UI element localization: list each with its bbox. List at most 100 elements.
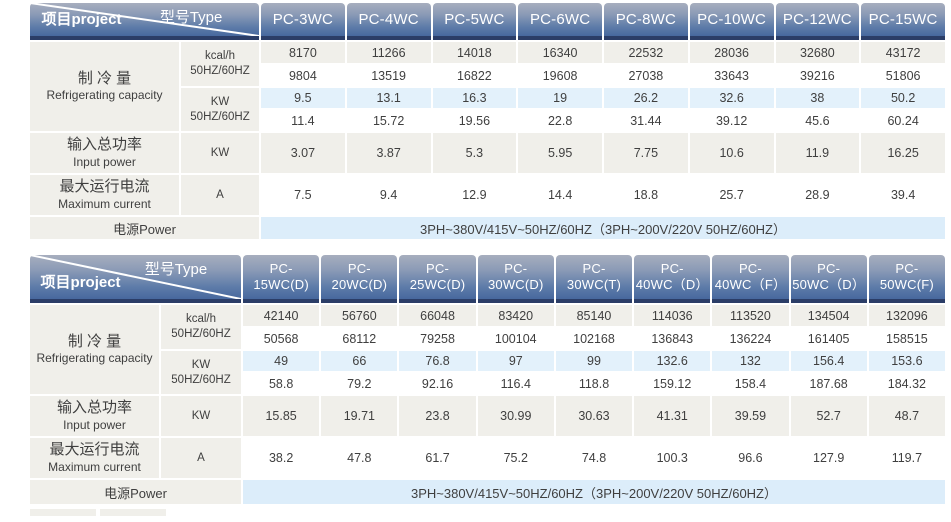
value-cell: 92.16	[399, 373, 476, 394]
value-cell: 118.8	[555, 373, 633, 394]
model-header-line1: PC-	[504, 261, 528, 277]
value-cell: 14.4	[518, 175, 602, 215]
kw-unit-cell: KW 50HZ/60HZ	[161, 351, 241, 394]
value-cell: 16340	[518, 42, 602, 63]
value-cell: 127.9	[790, 438, 867, 478]
model-header-line1: PC-	[895, 261, 919, 277]
value-cell: 19.71	[321, 396, 398, 436]
model-header-line1: PC-	[817, 261, 841, 277]
value-cell: 23.8	[399, 396, 476, 436]
value-cell: 41.31	[634, 396, 711, 436]
value-cell: 49	[243, 351, 320, 371]
power-label-cell: 电源Power	[30, 217, 259, 239]
input-power-label: 输入总功率 Input power	[30, 133, 179, 173]
value-cell: 3.87	[346, 133, 431, 173]
kw-unit-cell: KW 50HZ/60HZ	[181, 88, 259, 131]
kcal-unit-line1: kcal/h	[204, 50, 236, 63]
model-header-line1: PC-	[582, 261, 606, 277]
value-cell: 32680	[775, 42, 860, 63]
model-header: PC-5WC	[432, 3, 517, 40]
max-current-unit-cell: A	[181, 175, 259, 215]
corner-header-cell: 型号Type 项目project	[30, 3, 259, 40]
model-header: PC- 50WC（D）	[790, 255, 867, 303]
value-cell: 99	[555, 351, 633, 371]
input-power-label: 输入总功率 Input power	[30, 396, 159, 436]
value-cell: 16822	[432, 65, 517, 86]
kcal-unit-cell: kcal/h 50HZ/60HZ	[181, 42, 259, 86]
model-header-line2: 30WC(D)	[487, 277, 544, 292]
value-cell: 85140	[555, 305, 633, 326]
model-header-line2: 20WC(D)	[331, 277, 388, 292]
value-cell: 83420	[477, 305, 554, 326]
model-header: PC- 50WC(F)	[868, 255, 945, 303]
model-header: PC- 20WC(D)	[321, 255, 398, 303]
value-cell: 14018	[432, 42, 517, 63]
kcal-unit-cell: kcal/h 50HZ/60HZ	[161, 305, 241, 349]
value-cell: 161405	[790, 328, 867, 349]
value-cell: 7.5	[261, 175, 345, 215]
model-header-line1: PC-	[347, 261, 371, 277]
project-label: 项目project	[41, 11, 122, 28]
next-table-partial-cell	[100, 509, 166, 516]
value-cell: 38.2	[243, 438, 320, 478]
value-cell: 12.9	[432, 175, 517, 215]
kcal-unit-line1: kcal/h	[185, 313, 217, 326]
value-cell: 39.12	[689, 110, 774, 131]
value-cell: 7.75	[604, 133, 688, 173]
power-label-cell: 电源Power	[30, 480, 241, 504]
value-cell: 61.7	[399, 438, 476, 478]
value-cell: 22532	[604, 42, 688, 63]
refrigerating-capacity-label: 制 冷 量 Refrigerating capacity	[30, 42, 179, 131]
value-cell: 45.6	[775, 110, 860, 131]
value-cell: 5.3	[432, 133, 517, 173]
value-cell: 156.4	[790, 351, 867, 371]
model-header-line2: 50WC(F)	[879, 277, 934, 292]
value-cell: 19.56	[432, 110, 517, 131]
max-current-label: 最大运行电流 Maximum current	[30, 438, 159, 478]
kcal-unit-line2: 50HZ/60HZ	[190, 65, 250, 77]
value-cell: 28.9	[775, 175, 860, 215]
value-cell: 19608	[518, 65, 602, 86]
model-header: PC- 40WC（F）	[712, 255, 789, 303]
value-cell: 114036	[634, 305, 711, 326]
value-cell: 5.95	[518, 133, 602, 173]
value-cell: 16.25	[861, 133, 945, 173]
value-cell: 184.32	[868, 373, 945, 394]
value-cell: 75.2	[477, 438, 554, 478]
model-header-line2: 30WC(T)	[566, 277, 622, 292]
capacity-label-zh: 制 冷 量	[67, 332, 122, 350]
model-header: PC-3WC	[261, 3, 345, 40]
value-cell: 132096	[868, 305, 945, 326]
power-value-cell: 3PH~380V/415V~50HZ/60HZ（3PH~200V/220V 50…	[261, 217, 945, 239]
value-cell: 102168	[555, 328, 633, 349]
value-cell: 52.7	[790, 396, 867, 436]
value-cell: 13519	[346, 65, 431, 86]
value-cell: 16.3	[432, 88, 517, 108]
model-header: PC- 30WC(T)	[555, 255, 633, 303]
value-cell: 28036	[689, 42, 774, 63]
value-cell: 50.2	[861, 88, 945, 108]
value-cell: 134504	[790, 305, 867, 326]
value-cell: 100104	[477, 328, 554, 349]
value-cell: 158.4	[712, 373, 789, 394]
value-cell: 66	[321, 351, 398, 371]
value-cell: 66048	[399, 305, 476, 326]
value-cell: 38	[775, 88, 860, 108]
model-header-line1: PC-	[426, 261, 450, 277]
model-header-line1: PC-	[738, 261, 762, 277]
max-current-label-zh: 最大运行电流	[59, 178, 150, 196]
value-cell: 42140	[243, 305, 320, 326]
value-cell: 50568	[243, 328, 320, 349]
input-power-label-zh: 输入总功率	[66, 136, 142, 154]
value-cell: 39.4	[861, 175, 945, 215]
model-header: PC- 30WC(D)	[477, 255, 554, 303]
value-cell: 153.6	[868, 351, 945, 371]
model-header-line2: 40WC（D）	[635, 277, 709, 292]
value-cell: 116.4	[477, 373, 554, 394]
model-header-line2: 25WC(D)	[409, 277, 466, 292]
value-cell: 15.72	[346, 110, 431, 131]
spec-table-2: 型号Type 项目project PC- 15WC(D) PC- 20WC(D) PC- 25…	[30, 255, 945, 504]
value-cell: 68112	[321, 328, 398, 349]
value-cell: 10.6	[689, 133, 774, 173]
value-cell: 48.7	[868, 396, 945, 436]
